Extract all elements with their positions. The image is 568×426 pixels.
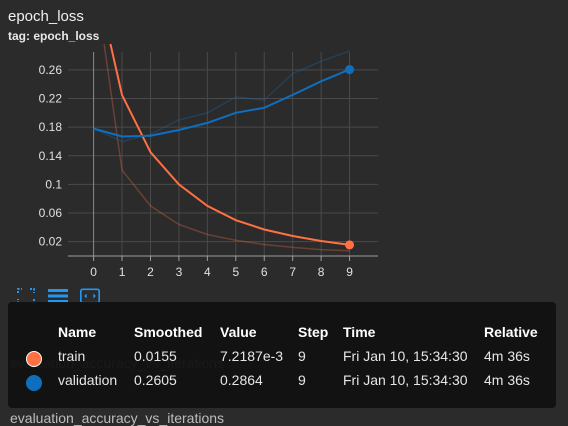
- x-tick-label: 6: [261, 265, 268, 279]
- y-tick-label: 0.06: [39, 206, 63, 220]
- train-last-point: [345, 240, 355, 250]
- train-smoothed-line: [109, 44, 350, 246]
- validation-last-point: [345, 65, 355, 75]
- tooltip-row-train: train 0.0155 7.2187e-3 9 Fri Jan 10, 15:…: [8, 348, 556, 370]
- x-tick-label: 9: [346, 265, 353, 279]
- row-name: train: [58, 348, 86, 364]
- toggle-log-icon[interactable]: [48, 287, 68, 305]
- row-name: validation: [58, 372, 118, 388]
- background-run-label: evaluation_accuracy_vs_iterations: [10, 410, 225, 426]
- row-relative: 4m 36s: [484, 348, 530, 364]
- header-smoothed: Smoothed: [134, 324, 203, 340]
- data-tooltip: Name Smoothed Value Step Time Relative t…: [8, 302, 556, 408]
- y-tick-label: 0.14: [39, 149, 63, 163]
- y-tick-label: 0.1: [45, 177, 62, 191]
- chart-title: epoch_loss: [8, 8, 84, 25]
- tooltip-header: Name Smoothed Value Step Time Relative: [8, 324, 556, 346]
- row-relative: 4m 36s: [484, 372, 530, 388]
- validation-raw-line: [93, 50, 350, 143]
- x-tick-label: 7: [289, 265, 296, 279]
- validation-color-dot: [26, 375, 42, 391]
- row-time: Fri Jan 10, 15:34:30: [343, 348, 468, 364]
- header-time: Time: [343, 324, 376, 340]
- fit-domain-icon[interactable]: [16, 287, 36, 305]
- y-tick-label: 0.26: [39, 63, 63, 77]
- x-tick-label: 2: [147, 265, 154, 279]
- series: [93, 44, 355, 252]
- x-tick-label: 8: [318, 265, 325, 279]
- x-tick-label: 0: [90, 265, 97, 279]
- x-tick-label: 4: [204, 265, 211, 279]
- y-tick-label: 0.18: [39, 120, 63, 134]
- row-value: 7.2187e-3: [220, 348, 284, 364]
- validation-series: [93, 50, 350, 143]
- row-value: 0.2864: [220, 372, 263, 388]
- validation-smoothed-line: [93, 68, 350, 138]
- row-step: 9: [298, 372, 306, 388]
- grid: [68, 52, 378, 256]
- row-smoothed: 0.0155: [134, 348, 177, 364]
- header-step: Step: [298, 324, 329, 340]
- header-value: Value: [220, 324, 257, 340]
- row-smoothed: 0.2605: [134, 372, 177, 388]
- row-step: 9: [298, 348, 306, 364]
- x-tick-label: 5: [232, 265, 239, 279]
- axes: 0.02 0.06 0.1 0.14 0.18 0.22 0.26 0 1 2 3 4 5 6 7 8 9: [39, 63, 378, 279]
- x-tick-label: 1: [119, 265, 126, 279]
- header-name: Name: [58, 324, 97, 340]
- header-relative: Relative: [484, 324, 538, 340]
- loss-chart[interactable]: 0.02 0.06 0.1 0.14 0.18 0.22 0.26 0 1 2 3 4 5 6 7 8 9: [0, 40, 568, 280]
- y-tick-label: 0.02: [39, 235, 63, 249]
- train-series: [103, 44, 350, 252]
- train-color-dot: [26, 351, 42, 367]
- x-tick-label: 3: [176, 265, 183, 279]
- train-raw-line: [103, 44, 350, 252]
- tooltip-row-validation: validation 0.2605 0.2864 9 Fri Jan 10, 1…: [8, 372, 556, 394]
- row-time: Fri Jan 10, 15:34:30: [343, 372, 468, 388]
- chart-tag: tag: epoch_loss: [8, 29, 100, 43]
- y-tick-label: 0.22: [39, 92, 63, 106]
